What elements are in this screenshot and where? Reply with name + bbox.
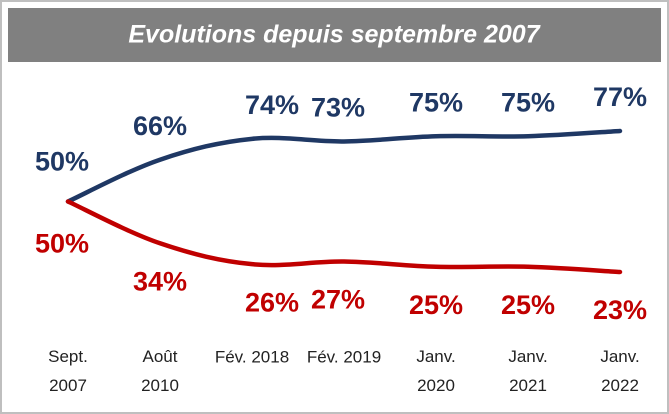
x-tick-label: Janv. 2021 xyxy=(508,347,547,395)
x-tick-label: Fév. 2018 xyxy=(215,347,289,366)
series-line xyxy=(65,199,623,275)
x-tick-label: Fév. 2019 xyxy=(307,347,381,366)
data-label: 25% xyxy=(501,290,555,320)
data-label: 26% xyxy=(245,287,299,317)
data-label: 75% xyxy=(409,87,463,117)
x-tick-label: Sept. 2007 xyxy=(48,347,88,395)
data-label: 75% xyxy=(501,87,555,117)
x-tick-label: Janv. 2022 xyxy=(600,347,639,395)
x-tick-label: Août 2010 xyxy=(141,347,179,395)
data-label: 73% xyxy=(311,93,365,123)
data-label: 74% xyxy=(245,90,299,120)
title-bar xyxy=(8,8,661,62)
data-label: 23% xyxy=(593,295,647,325)
data-label: 66% xyxy=(133,111,187,141)
x-tick-label: Janv. 2020 xyxy=(416,347,455,395)
data-label: 34% xyxy=(133,266,187,296)
series-line xyxy=(65,128,623,204)
data-label: 77% xyxy=(593,82,647,112)
data-label: 50% xyxy=(35,229,89,259)
data-label: 50% xyxy=(35,147,89,177)
data-label: 27% xyxy=(311,285,365,315)
chart-title: Evolutions depuis septembre 2007 xyxy=(128,21,540,49)
data-label: 25% xyxy=(409,290,463,320)
